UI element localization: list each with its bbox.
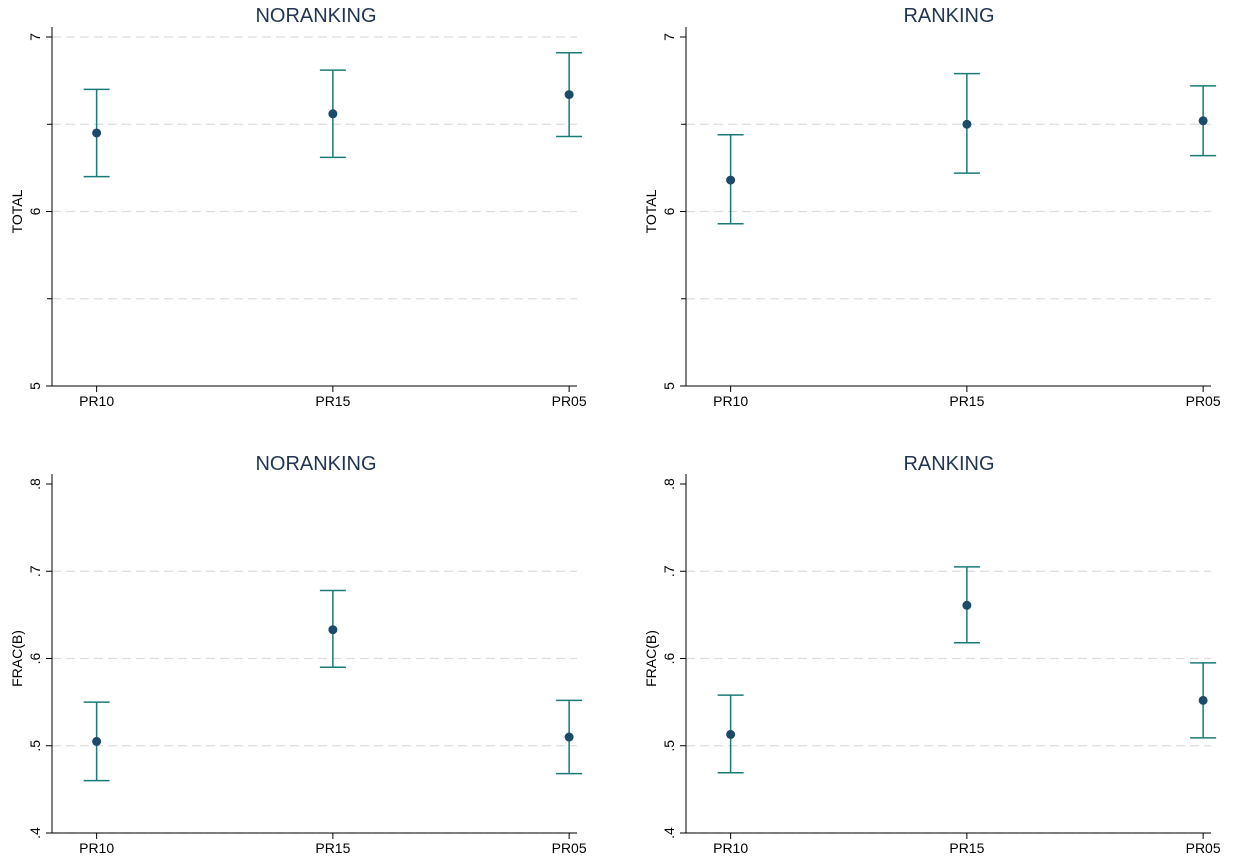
y-tick-label: 7	[661, 33, 677, 41]
x-tick-label: PR10	[79, 393, 114, 409]
x-tick-label: PR15	[949, 840, 984, 856]
y-tick-label: 5	[27, 382, 43, 390]
data-point-pr10	[726, 175, 736, 185]
data-point-pr05	[564, 732, 574, 742]
chart-panel-2: 5 6 7 TOTAL RANKING PR10 PR15 PR05	[643, 5, 1221, 409]
y-tick-label: 6	[27, 207, 43, 215]
y-axis-title: FRAC(B)	[643, 630, 659, 687]
data-point-pr15	[328, 625, 338, 635]
data-point-pr05	[1198, 116, 1208, 126]
x-tick-label: PR15	[949, 393, 984, 409]
x-tick-label: PR15	[315, 840, 350, 856]
data-point-pr10	[92, 736, 102, 746]
data-point-pr15	[328, 109, 338, 119]
y-tick-label: .4	[27, 827, 43, 839]
x-tick-label: PR05	[552, 840, 587, 856]
y-tick-label: .5	[27, 740, 43, 752]
x-tick-label: PR05	[1186, 393, 1221, 409]
y-tick-label: .5	[661, 740, 677, 752]
y-tick-label: .6	[661, 652, 677, 664]
y-axis-title: TOTAL	[643, 189, 659, 233]
data-point-pr10	[726, 729, 736, 739]
y-axis-title: FRAC(B)	[9, 630, 25, 687]
data-point-pr15	[962, 600, 972, 610]
y-tick-label: .7	[27, 565, 43, 577]
data-point-pr10	[92, 128, 102, 138]
data-point-pr15	[962, 119, 972, 129]
x-tick-label: PR05	[552, 393, 587, 409]
y-tick-label: 5	[661, 382, 677, 390]
y-tick-label: .4	[661, 827, 677, 839]
y-axis-title: TOTAL	[9, 189, 25, 233]
data-point-pr05	[1198, 695, 1208, 705]
y-tick-label: .8	[661, 478, 677, 490]
y-tick-label: .7	[661, 565, 677, 577]
chart-panel-1: 5 6 7 TOTAL NORANKING PR10 PR15 PR05	[9, 5, 587, 409]
panel-title: NORANKING	[255, 5, 376, 27]
y-tick-label: 6	[661, 207, 677, 215]
data-point-pr05	[564, 90, 574, 100]
x-tick-label: PR15	[315, 393, 350, 409]
x-tick-label: PR10	[713, 840, 748, 856]
x-tick-label: PR05	[1186, 840, 1221, 856]
y-tick-label: .8	[27, 478, 43, 490]
x-tick-label: PR10	[713, 393, 748, 409]
y-tick-label: .6	[27, 652, 43, 664]
panel-title: RANKING	[903, 453, 994, 475]
chart-panel-4: .4 .5 .6 .7 .8 FRAC(B) RANKING PR10 PR15 PR05	[643, 453, 1221, 856]
x-tick-label: PR10	[79, 840, 114, 856]
panel-title: RANKING	[903, 5, 994, 27]
panel-title: NORANKING	[255, 453, 376, 475]
y-tick-label: 7	[27, 33, 43, 41]
chart-panel-3: .4 .5 .6 .7 .8 FRAC(B) NORANKING PR10 PR15 PR05	[9, 453, 587, 856]
